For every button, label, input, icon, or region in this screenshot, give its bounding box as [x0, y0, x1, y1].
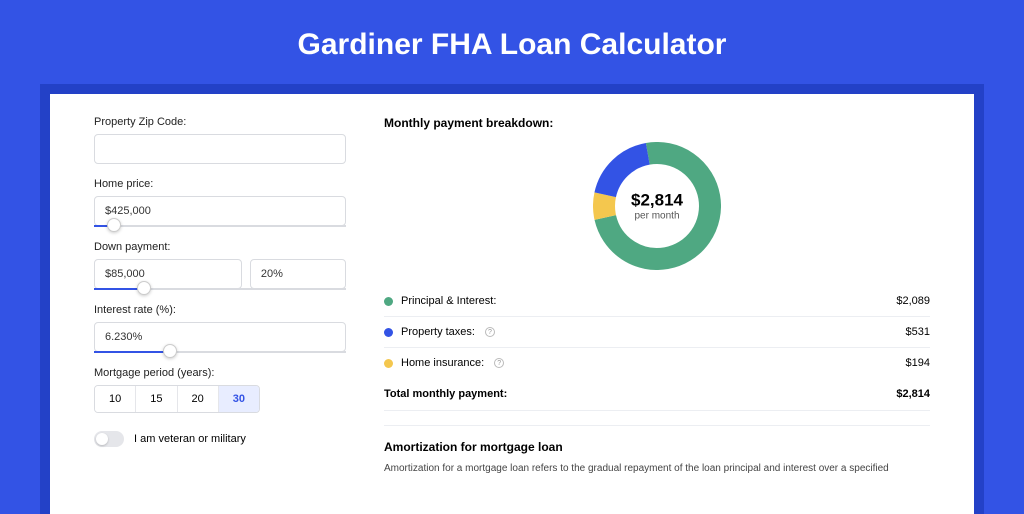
legend-swatch: [384, 359, 393, 368]
period-btn-15[interactable]: 15: [136, 386, 177, 412]
veteran-toggle[interactable]: [94, 431, 124, 447]
period-label: Mortgage period (years):: [94, 367, 346, 379]
total-value: $2,814: [896, 388, 930, 400]
home-price-label: Home price:: [94, 178, 346, 190]
interest-rate-input[interactable]: [94, 322, 346, 352]
zip-input[interactable]: [94, 134, 346, 164]
down-payment-field: Down payment:: [94, 241, 346, 290]
period-group: 10152030: [94, 385, 260, 413]
zip-field: Property Zip Code:: [94, 116, 346, 164]
legend-row: Home insurance:? $194: [384, 348, 930, 378]
home-price-slider[interactable]: [94, 225, 346, 227]
legend-row: Principal & Interest: $2,089: [384, 286, 930, 317]
interest-rate-slider-thumb[interactable]: [163, 344, 177, 358]
legend-label: Property taxes:: [401, 326, 475, 338]
period-field: Mortgage period (years): 10152030: [94, 367, 346, 413]
down-payment-pct-input[interactable]: [250, 259, 346, 289]
amortization-text: Amortization for a mortgage loan refers …: [384, 462, 930, 476]
legend-row: Property taxes:? $531: [384, 317, 930, 348]
interest-rate-label: Interest rate (%):: [94, 304, 346, 316]
down-payment-input[interactable]: [94, 259, 242, 289]
calculator-shadow: Property Zip Code: Home price: Down paym…: [40, 84, 984, 514]
info-icon[interactable]: ?: [485, 327, 495, 337]
donut-sub: per month: [631, 211, 683, 222]
legend-label: Home insurance:: [401, 357, 484, 369]
period-btn-30[interactable]: 30: [219, 386, 259, 412]
home-price-slider-thumb[interactable]: [107, 218, 121, 232]
home-price-input[interactable]: [94, 196, 346, 226]
calculator-card: Property Zip Code: Home price: Down paym…: [50, 94, 974, 514]
down-payment-label: Down payment:: [94, 241, 346, 253]
legend-label: Principal & Interest:: [401, 295, 496, 307]
breakdown-panel: Monthly payment breakdown: $2,814 per mo…: [384, 116, 930, 514]
legend-value: $2,089: [896, 295, 930, 307]
legend-value: $531: [906, 326, 930, 338]
veteran-row: I am veteran or military: [94, 431, 346, 447]
donut-center: $2,814 per month: [631, 191, 683, 222]
info-icon[interactable]: ?: [494, 358, 504, 368]
legend: Principal & Interest: $2,089 Property taxe…: [384, 286, 930, 378]
total-label: Total monthly payment:: [384, 388, 507, 400]
veteran-label: I am veteran or military: [134, 433, 246, 445]
amortization-title: Amortization for mortgage loan: [384, 440, 930, 454]
legend-value: $194: [906, 357, 930, 369]
interest-rate-slider[interactable]: [94, 351, 346, 353]
down-payment-slider[interactable]: [94, 288, 346, 290]
home-price-field: Home price:: [94, 178, 346, 227]
down-payment-slider-thumb[interactable]: [137, 281, 151, 295]
form-panel: Property Zip Code: Home price: Down paym…: [94, 116, 346, 514]
page-title: Gardiner FHA Loan Calculator: [0, 0, 1024, 84]
period-btn-10[interactable]: 10: [95, 386, 136, 412]
amortization-section: Amortization for mortgage loan Amortizat…: [384, 425, 930, 476]
legend-swatch: [384, 328, 393, 337]
period-btn-20[interactable]: 20: [178, 386, 219, 412]
donut-amount: $2,814: [631, 191, 683, 211]
legend-swatch: [384, 297, 393, 306]
donut-chart: $2,814 per month: [384, 142, 930, 270]
interest-rate-field: Interest rate (%):: [94, 304, 346, 353]
breakdown-title: Monthly payment breakdown:: [384, 116, 930, 130]
total-row: Total monthly payment: $2,814: [384, 378, 930, 411]
zip-label: Property Zip Code:: [94, 116, 346, 128]
